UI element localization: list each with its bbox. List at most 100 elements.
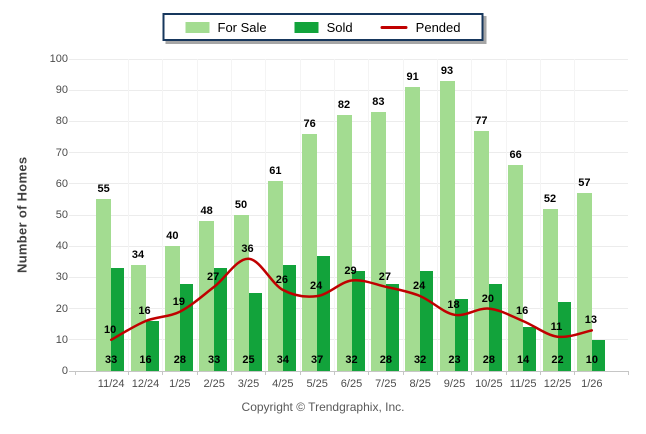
x-axis-category-label: 2/25 [203,378,225,390]
pended-value-label: 20 [481,292,494,305]
legend-item-for-sale: For Sale [185,19,267,35]
bar-for-sale [302,133,318,371]
y-axis-tick-label: 60 [55,177,68,190]
for-sale-value-label: 50 [234,199,248,211]
y-axis-title: Number of Homes [14,156,30,274]
for-sale-value-label: 40 [166,230,179,243]
bar-for-sale [576,193,592,371]
bar-for-sale [542,208,558,371]
pended-value-label: 27 [378,270,391,283]
pended-value-label: 26 [275,273,288,286]
sold-value-label: 28 [379,354,392,366]
y-axis-tick-label: 70 [55,146,68,159]
y-axis-tick-label: 90 [55,84,68,97]
legend-item-label: Sold [326,19,353,35]
bar-sold [317,255,331,371]
x-gridline [230,59,232,371]
x-gridline [539,59,541,371]
x-axis-tick [471,371,473,375]
x-axis-tick [627,371,629,375]
x-axis-tick [368,371,370,375]
legend-color-swatch [294,21,319,33]
x-axis-tick [196,371,198,375]
y-axis-tick-label: 50 [55,209,68,221]
bar-for-sale [336,115,352,371]
bar-sold [214,268,228,371]
y-axis-tick-label: 0 [61,365,68,377]
y-axis-tick-label: 40 [55,240,68,253]
x-gridline [162,59,164,371]
y-axis-tick-label: 10 [55,333,68,346]
sold-value-label: 28 [482,354,495,366]
bar-sold [591,339,605,371]
bar-for-sale [199,221,215,371]
x-axis-category-label: 11/24 [97,378,125,390]
x-axis-category-label: 12/24 [131,378,160,390]
bar-sold [248,293,262,371]
x-axis-tick [436,371,438,375]
x-axis-tick [74,371,76,375]
for-sale-value-label: 82 [337,99,351,112]
pended-value-label: 11 [550,320,563,333]
y-gridline [69,89,628,91]
x-axis-tick [505,371,507,375]
x-gridline [333,59,335,371]
bar-for-sale [164,246,180,371]
x-gridline [127,59,129,371]
bar-sold [523,327,537,371]
sold-value-label: 14 [517,354,530,366]
for-sale-value-label: 52 [543,192,557,205]
pended-value-label: 24 [310,280,323,293]
y-axis-tick-label: 30 [55,271,68,284]
sold-value-label: 25 [242,354,255,366]
pended-value-label: 10 [104,323,117,336]
for-sale-value-label: 61 [269,164,282,177]
for-sale-value-label: 77 [475,114,488,127]
bar-for-sale [130,264,146,371]
for-sale-value-label: 55 [97,183,110,196]
pended-value-label: 24 [413,280,426,293]
x-axis-category-label: 3/25 [237,378,260,390]
pended-line [109,257,594,342]
bar-sold [111,268,125,371]
y-axis-tick-label: 80 [55,115,68,128]
pended-value-label: 36 [241,242,254,255]
bar-sold [454,299,468,371]
x-gridline [471,59,473,371]
bar-sold [385,283,399,371]
pended-value-label: 27 [207,270,220,283]
y-gridline [69,58,628,60]
sold-value-label: 33 [208,354,221,366]
x-gridline [574,59,576,371]
bar-for-sale [370,112,386,371]
for-sale-value-label: 76 [303,117,316,130]
pended-value-label: 18 [447,298,460,311]
legend-line-swatch [380,25,408,29]
legend-item-sold: Sold [294,19,353,35]
x-axis-category-label: 1/25 [169,378,191,390]
x-axis-category-label: 12/25 [543,378,572,390]
bar-for-sale [233,215,249,371]
x-axis-tick [127,371,129,375]
sold-value-label: 23 [448,354,461,366]
pended-value-label: 16 [516,305,529,318]
x-axis-category-label: 1/26 [581,378,603,390]
x-gridline [265,59,267,371]
bar-sold [145,321,159,371]
legend-item-label: For Sale [217,19,267,35]
sold-value-label: 32 [345,354,358,366]
sold-value-label: 34 [276,354,289,366]
bar-for-sale [405,87,421,371]
x-axis-category-label: 5/25 [306,378,328,390]
for-sale-value-label: 93 [440,64,454,77]
x-axis-category-label: 11/25 [509,378,537,390]
x-axis-category-label: 9/25 [443,378,466,390]
for-sale-value-label: 34 [131,248,145,261]
x-axis-category-label: 8/25 [409,378,431,390]
for-sale-value-label: 66 [509,149,522,162]
legend-item-label: Pended [415,19,461,35]
x-gridline [505,59,507,371]
x-axis-tick [333,371,335,375]
x-gridline [196,59,198,371]
